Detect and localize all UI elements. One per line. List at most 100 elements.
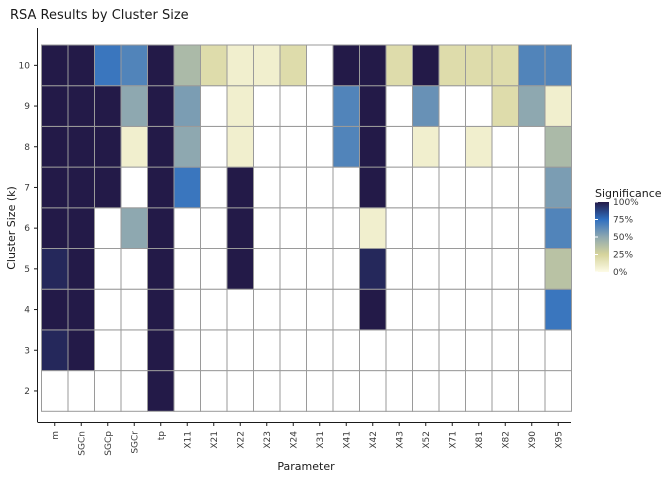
heatmap-cell-tp-k9 — [147, 85, 175, 127]
heatmap-cell-X42-k5 — [359, 248, 387, 290]
x-tick-label: m — [51, 431, 61, 440]
x-tick-label: SGCp — [104, 431, 114, 456]
legend-color-bar — [595, 202, 609, 272]
heatmap-cell-m-k3 — [41, 329, 69, 372]
x-tick-label: X42 — [369, 431, 379, 449]
heatmap-cell-m-k7 — [41, 166, 69, 209]
heatmap-cell-X31-k3 — [306, 329, 334, 372]
heatmap-cell-SGCn-k10 — [67, 44, 95, 87]
heatmap-cell-X81-k10 — [465, 44, 493, 87]
heatmap-cell-X41-k5 — [332, 248, 360, 290]
heatmap-cell-X95-k5 — [544, 248, 572, 290]
heatmap-cell-X22-k7 — [226, 166, 254, 209]
heatmap-cell-tp-k7 — [147, 166, 175, 209]
y-axis-ticks: 2 3 4 5 6 7 8 9 10 — [19, 61, 38, 397]
heatmap-cell-X23-k9 — [253, 85, 281, 127]
heatmap-cell-X43-k9 — [385, 85, 413, 127]
heatmap-cell-X52-k6 — [412, 207, 440, 250]
heatmap-cell-X81-k6 — [465, 207, 493, 250]
heatmap-cell-SGCn-k7 — [67, 166, 95, 209]
heatmap-cell-X43-k2 — [385, 370, 413, 412]
heatmap-cell-X90-k2 — [518, 370, 546, 412]
heatmap-cell-SGCp-k7 — [94, 166, 122, 209]
heatmap-cell-X82-k6 — [491, 207, 519, 250]
heatmap-cell-SGCp-k6 — [94, 207, 122, 250]
heatmap-cell-X21-k7 — [200, 166, 228, 209]
heatmap-cell-X24-k9 — [279, 85, 307, 127]
x-tick-label: X11 — [183, 431, 193, 449]
heatmap-cell-X82-k3 — [491, 329, 519, 372]
x-tick-label: X22 — [236, 431, 246, 449]
heatmap-cell-SGCn-k2 — [67, 370, 95, 412]
heatmap-cell-X90-k5 — [518, 248, 546, 290]
heatmap-cell-X11-k10 — [173, 44, 201, 87]
heatmap-cell-X95-k7 — [544, 166, 572, 209]
heatmap-cell-X95-k8 — [544, 125, 572, 168]
heatmap-cell-X23-k3 — [253, 329, 281, 372]
x-tick-label: X90 — [528, 431, 538, 449]
heatmap-cell-tp-k4 — [147, 288, 175, 331]
heatmap-cell-X24-k8 — [279, 125, 307, 168]
heatmap-cell-SGCn-k3 — [67, 329, 95, 372]
heatmap-cell-X11-k3 — [173, 329, 201, 372]
heatmap-cell-X21-k5 — [200, 248, 228, 290]
heatmap-cell-X41-k7 — [332, 166, 360, 209]
heatmap-cell-X82-k8 — [491, 125, 519, 168]
x-tick-label: SGCr — [130, 431, 140, 454]
y-tick-label: 9 — [24, 102, 30, 112]
x-tick-label: X41 — [342, 431, 352, 449]
heatmap-cell-X24-k10 — [279, 44, 307, 87]
heatmap-cell-X95-k6 — [544, 207, 572, 250]
heatmap-cell-X21-k6 — [200, 207, 228, 250]
heatmap-cell-X31-k4 — [306, 288, 334, 331]
heatmap-cell-X42-k7 — [359, 166, 387, 209]
x-axis-title: Parameter — [277, 460, 335, 473]
heatmap-cell-tp-k2 — [147, 370, 175, 412]
heatmap-cell-SGCp-k5 — [94, 248, 122, 290]
heatmap-cell-X24-k6 — [279, 207, 307, 250]
heatmap-cell-X71-k6 — [438, 207, 466, 250]
y-tick-label: 4 — [24, 306, 30, 316]
heatmap-cell-SGCr-k7 — [120, 166, 148, 209]
heatmap-cell-tp-k6 — [147, 207, 175, 250]
heatmap-cell-X11-k6 — [173, 207, 201, 250]
x-tick-label: X23 — [263, 431, 273, 449]
heatmap-cell-SGCn-k9 — [67, 85, 95, 127]
x-tick-label: X21 — [210, 431, 220, 449]
heatmap-cell-X22-k8 — [226, 125, 254, 168]
heatmap-cell-SGCr-k3 — [120, 329, 148, 372]
heatmap-cell-X21-k3 — [200, 329, 228, 372]
heatmap-cell-X81-k3 — [465, 329, 493, 372]
heatmap-cell-X90-k3 — [518, 329, 546, 372]
heatmap-cell-X42-k3 — [359, 329, 387, 372]
heatmap-cell-X23-k6 — [253, 207, 281, 250]
heatmap-cell-X90-k4 — [518, 288, 546, 331]
heatmap-cell-X71-k2 — [438, 370, 466, 412]
x-tick-label: X81 — [475, 431, 485, 449]
heatmap-cell-X21-k10 — [200, 44, 228, 87]
heatmap-cell-X71-k4 — [438, 288, 466, 331]
heatmap-cell-X41-k2 — [332, 370, 360, 412]
heatmap-cell-m-k2 — [41, 370, 69, 412]
heatmap-cell-X24-k3 — [279, 329, 307, 372]
heatmap-cell-m-k6 — [41, 207, 69, 250]
heatmap-cell-X82-k10 — [491, 44, 519, 87]
heatmap-cell-X95-k4 — [544, 288, 572, 331]
heatmap-cell-X71-k3 — [438, 329, 466, 372]
heatmap-cell-X41-k6 — [332, 207, 360, 250]
heatmap-cell-X43-k8 — [385, 125, 413, 168]
heatmap-cell-X11-k8 — [173, 125, 201, 168]
heatmap-cell-X11-k9 — [173, 85, 201, 127]
heatmap-cell-X22-k2 — [226, 370, 254, 412]
heatmap-cell-X22-k9 — [226, 85, 254, 127]
heatmap-cell-X23-k5 — [253, 248, 281, 290]
heatmap-cell-X42-k2 — [359, 370, 387, 412]
x-tick-label: X95 — [554, 431, 564, 449]
heatmap-cell-X24-k7 — [279, 166, 307, 209]
heatmap-cell-SGCp-k2 — [94, 370, 122, 412]
heatmap-cell-SGCp-k9 — [94, 85, 122, 127]
heatmap-cell-X52-k10 — [412, 44, 440, 87]
x-tick-label: X43 — [395, 431, 405, 449]
heatmap-cell-X90-k10 — [518, 44, 546, 87]
heatmap-cell-SGCp-k3 — [94, 329, 122, 372]
